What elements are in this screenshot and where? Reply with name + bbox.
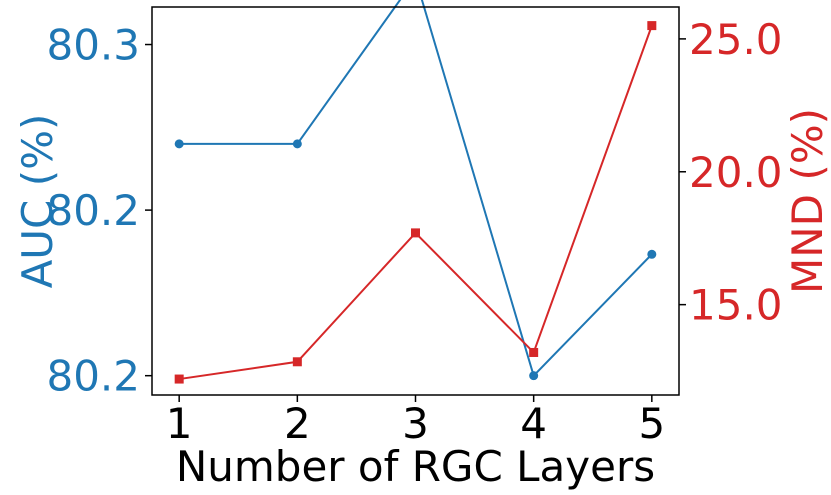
plot-frame xyxy=(151,6,680,396)
x-tick-label: 4 xyxy=(520,399,547,448)
x-axis: 1 2 3 4 5 xyxy=(166,395,665,448)
right-tick-label: 15.0 xyxy=(689,281,783,330)
data-point-auc xyxy=(529,371,539,381)
data-point-auc xyxy=(292,139,302,149)
x-tick-label: 1 xyxy=(166,399,193,448)
x-tick-label: 5 xyxy=(638,399,665,448)
data-point-mnd xyxy=(647,21,657,31)
series-layer xyxy=(174,0,657,384)
left-tick-label: 80.2 xyxy=(46,352,140,401)
x-tick-label: 3 xyxy=(402,399,429,448)
left-y-axis: 80.2 80.2 80.3 xyxy=(46,21,152,401)
right-tick-label: 25.0 xyxy=(689,15,783,64)
data-point-mnd xyxy=(529,347,539,357)
right-tick-label: 20.0 xyxy=(689,148,783,197)
data-point-mnd xyxy=(292,357,302,367)
series-line-auc xyxy=(179,0,653,378)
left-axis-label: AUC (%) xyxy=(13,114,62,289)
right-y-axis: 15.0 20.0 25.0 xyxy=(679,15,783,330)
x-tick-label: 2 xyxy=(284,399,311,448)
data-point-auc xyxy=(174,139,184,149)
data-point-mnd xyxy=(411,228,420,238)
right-axis-label: MND (%) xyxy=(783,108,831,294)
left-tick-label: 80.2 xyxy=(46,186,140,235)
data-point-auc xyxy=(647,249,657,259)
data-point-mnd xyxy=(174,374,184,384)
left-tick-label: 80.3 xyxy=(46,21,140,70)
x-axis-label: Number of RGC Layers xyxy=(176,442,655,491)
